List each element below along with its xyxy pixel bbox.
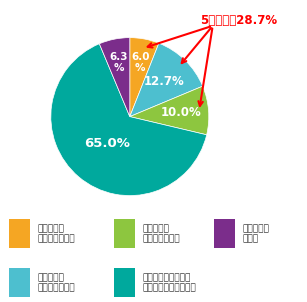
Text: 発生しない
と思う: 発生しない と思う bbox=[242, 224, 269, 243]
FancyBboxPatch shape bbox=[9, 268, 30, 297]
FancyBboxPatch shape bbox=[214, 219, 235, 248]
Text: 12.7%: 12.7% bbox=[144, 75, 185, 88]
Wedge shape bbox=[130, 38, 159, 117]
FancyBboxPatch shape bbox=[115, 219, 135, 248]
Wedge shape bbox=[130, 43, 203, 117]
Text: 65.0%: 65.0% bbox=[84, 137, 130, 149]
FancyBboxPatch shape bbox=[9, 219, 30, 248]
Text: 6.0
%: 6.0 % bbox=[131, 52, 150, 73]
FancyBboxPatch shape bbox=[115, 268, 135, 297]
Text: 近い将来ではないが
いすれ発生すると思う: 近い将来ではないが いすれ発生すると思う bbox=[143, 273, 197, 292]
Text: 5年以内：28.7%: 5年以内：28.7% bbox=[200, 14, 277, 27]
Wedge shape bbox=[130, 86, 209, 135]
Text: 6.3
%: 6.3 % bbox=[110, 52, 128, 73]
Text: ３年以内に
発生すると思う: ３年以内に 発生すると思う bbox=[38, 273, 75, 292]
Wedge shape bbox=[99, 38, 130, 117]
Wedge shape bbox=[51, 44, 207, 196]
Text: ５年以内に
発生すると思う: ５年以内に 発生すると思う bbox=[143, 224, 181, 243]
Text: １年以内に
発生すると思う: １年以内に 発生すると思う bbox=[38, 224, 75, 243]
Text: 10.0%: 10.0% bbox=[161, 106, 201, 119]
